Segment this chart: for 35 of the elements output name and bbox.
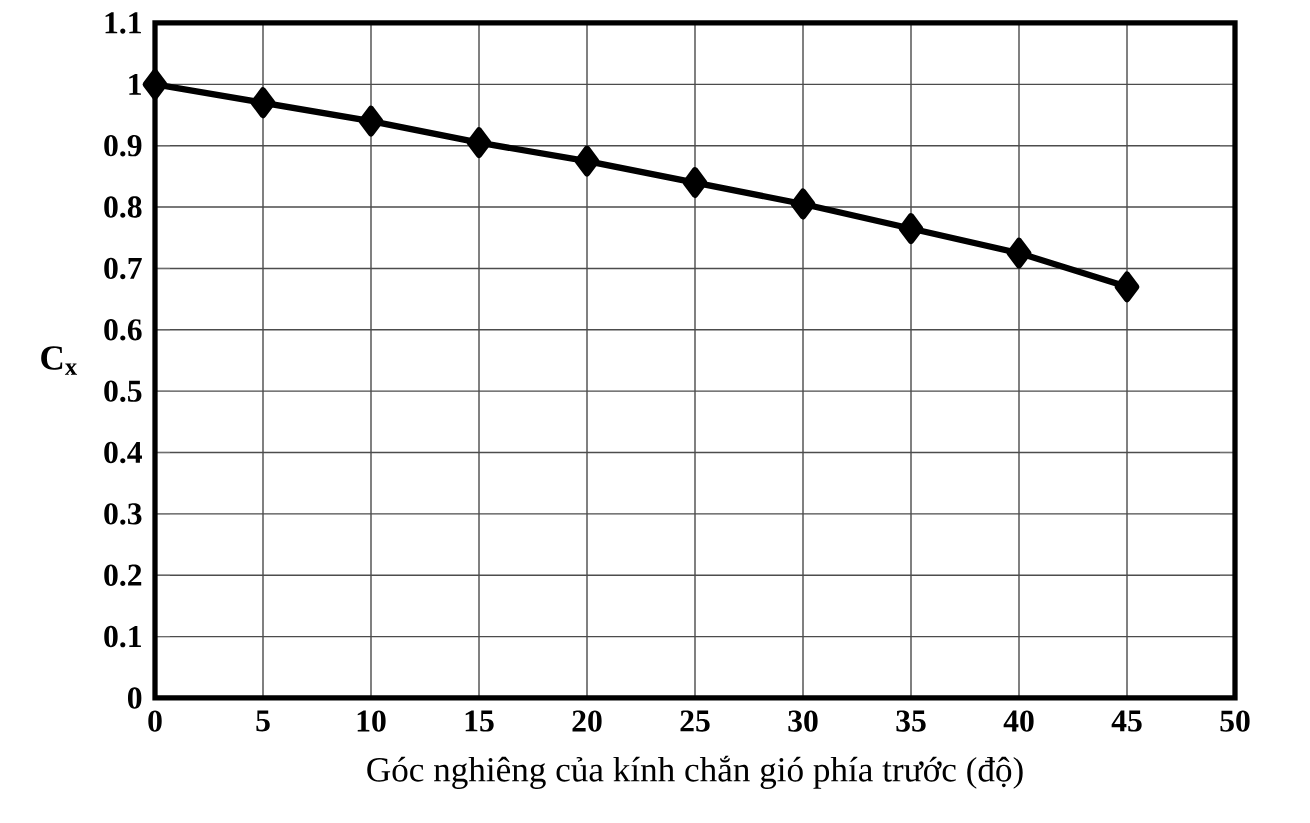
- x-tick-label: 30: [788, 710, 818, 732]
- point: [1006, 237, 1032, 269]
- x-tick-label: 5: [256, 710, 270, 732]
- point: [898, 213, 924, 245]
- y-tick-label: 0.4: [104, 441, 142, 464]
- x-tick-label: 20: [572, 710, 602, 732]
- y-tick-label: 0.5: [104, 380, 142, 402]
- y-tick-label: 0.3: [104, 503, 142, 525]
- y-axis-title: C$_{x}$: [41, 346, 78, 375]
- point: [250, 87, 276, 119]
- y-tick-label: 0.9: [104, 134, 142, 157]
- point: [1114, 271, 1140, 303]
- x-axis-title: Góc nghiêng của kính chắn gió phía trước (độ): [367, 755, 1023, 789]
- x-tick-label: 25: [680, 710, 710, 732]
- x-tick-label: 35: [896, 710, 926, 732]
- x-tick-label: 50: [1220, 710, 1250, 732]
- x-tick-label: 15: [465, 710, 494, 732]
- x-tick-label: 40: [1003, 710, 1034, 732]
- y-tick-label: 0.2: [104, 564, 142, 586]
- y-tick-label: 1: [129, 73, 141, 95]
- y-tick-label: 0.8: [104, 196, 142, 218]
- point: [682, 167, 708, 199]
- x-tick-label: 0: [148, 710, 162, 732]
- x-tick-label: 10: [357, 710, 386, 732]
- point: [142, 68, 168, 100]
- point: [358, 105, 384, 137]
- x-tick-label: 45: [1111, 710, 1142, 732]
- y-tick-label: 0: [127, 687, 142, 709]
- y-tick-label: 0.7: [104, 257, 142, 280]
- y-tick-label: 1.1: [105, 12, 141, 34]
- point: [790, 188, 816, 220]
- point: [574, 145, 600, 177]
- y-tick-label: 0.1: [104, 625, 141, 648]
- point: [466, 127, 492, 159]
- y-tick-label: 0.6: [104, 319, 142, 341]
